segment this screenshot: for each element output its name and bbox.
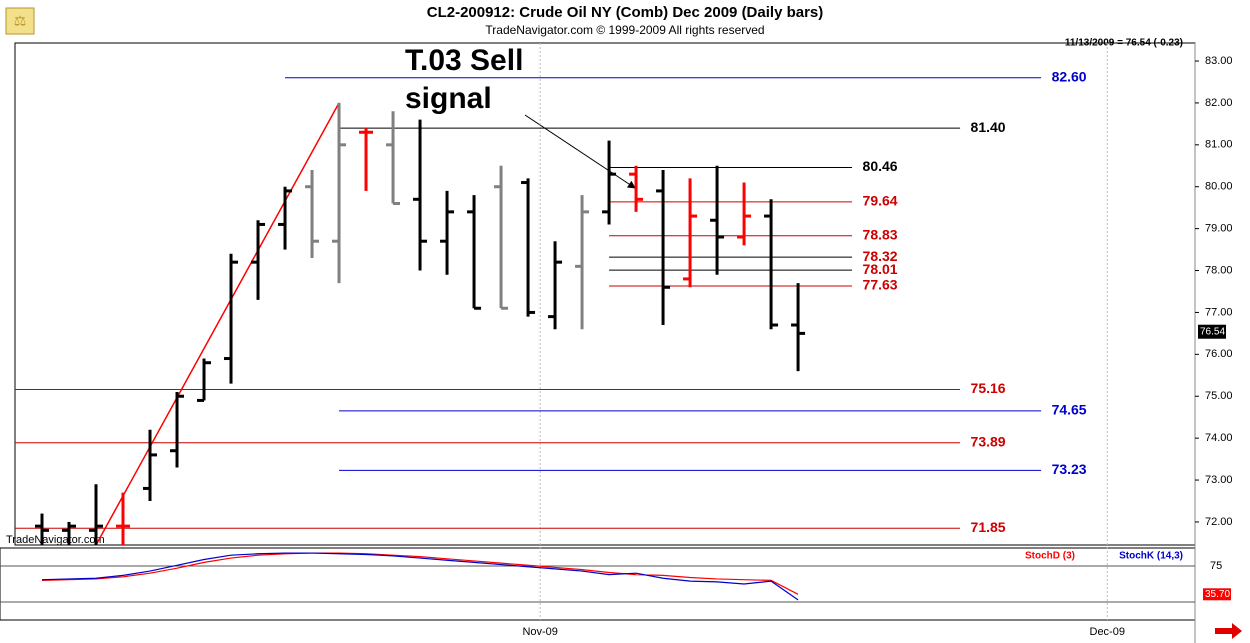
status: 11/13/2009 = 76.54 (-0.23) [1065, 38, 1183, 49]
legend-entry: StochK (14,3) [1119, 551, 1183, 562]
level-label: 77.63 [863, 277, 898, 293]
y-tick-label: 74.00 [1205, 432, 1233, 444]
subtitle: TradeNavigator.com © 1999-2009 All right… [485, 23, 764, 37]
y-tick-label: 80.00 [1205, 181, 1233, 193]
y-tick-label: 77.00 [1205, 306, 1233, 318]
level-label: 80.46 [863, 158, 898, 174]
last-price-box [1198, 324, 1226, 339]
y-tick-label: 78.00 [1205, 264, 1233, 276]
level-label: 78.01 [863, 261, 898, 277]
legend-entry: StochD (3) [1025, 551, 1075, 562]
y-tick-label: 79.00 [1205, 223, 1233, 235]
value-label: 35.70 [1205, 589, 1230, 600]
level-label: 81.40 [971, 119, 1006, 135]
svg-text:⚖: ⚖ [14, 13, 27, 29]
level-label: 78.32 [863, 248, 898, 264]
level-label: 75.16 [971, 380, 1006, 396]
annotation: T.03 Sell signal [405, 44, 524, 115]
x-tick-label: Dec-09 [1090, 626, 1125, 638]
level-label: 73.23 [1052, 461, 1087, 477]
stoch-tick-label: 75 [1210, 560, 1222, 572]
annotation-arrow [524, 114, 636, 189]
level-label: 82.60 [1052, 68, 1087, 84]
level-label: 73.89 [971, 433, 1006, 449]
trendline [95, 102, 340, 546]
stoch-line [41, 552, 799, 601]
y-tick-label: 72.00 [1205, 516, 1233, 528]
y-tick-label: 83.00 [1205, 55, 1233, 67]
y-tick-label: 75.00 [1205, 390, 1233, 402]
logo: ⚖ [5, 7, 35, 35]
level-label: 79.64 [863, 193, 898, 209]
chart-title: CL2-200912: Crude Oil NY (Comb) Dec 2009… [427, 4, 824, 21]
scroll-arrow[interactable] [1215, 623, 1242, 639]
y-tick-label: 82.00 [1205, 97, 1233, 109]
level-label: 71.85 [971, 519, 1006, 535]
level-label: 74.65 [1052, 402, 1087, 418]
y-tick-label: 81.00 [1205, 139, 1233, 151]
x-tick-label: Nov-09 [522, 626, 557, 638]
value-label-box [1203, 588, 1231, 601]
last-price-label: 76.54 [1200, 326, 1225, 337]
y-tick-label: 73.00 [1205, 474, 1233, 486]
y-tick-label: 76.00 [1205, 348, 1233, 360]
level-label: 78.83 [863, 226, 898, 242]
annotation-box: T.03 Sell signal [405, 44, 524, 115]
watermark: TradeNavigator.com [6, 534, 105, 546]
stoch-line [41, 552, 799, 595]
